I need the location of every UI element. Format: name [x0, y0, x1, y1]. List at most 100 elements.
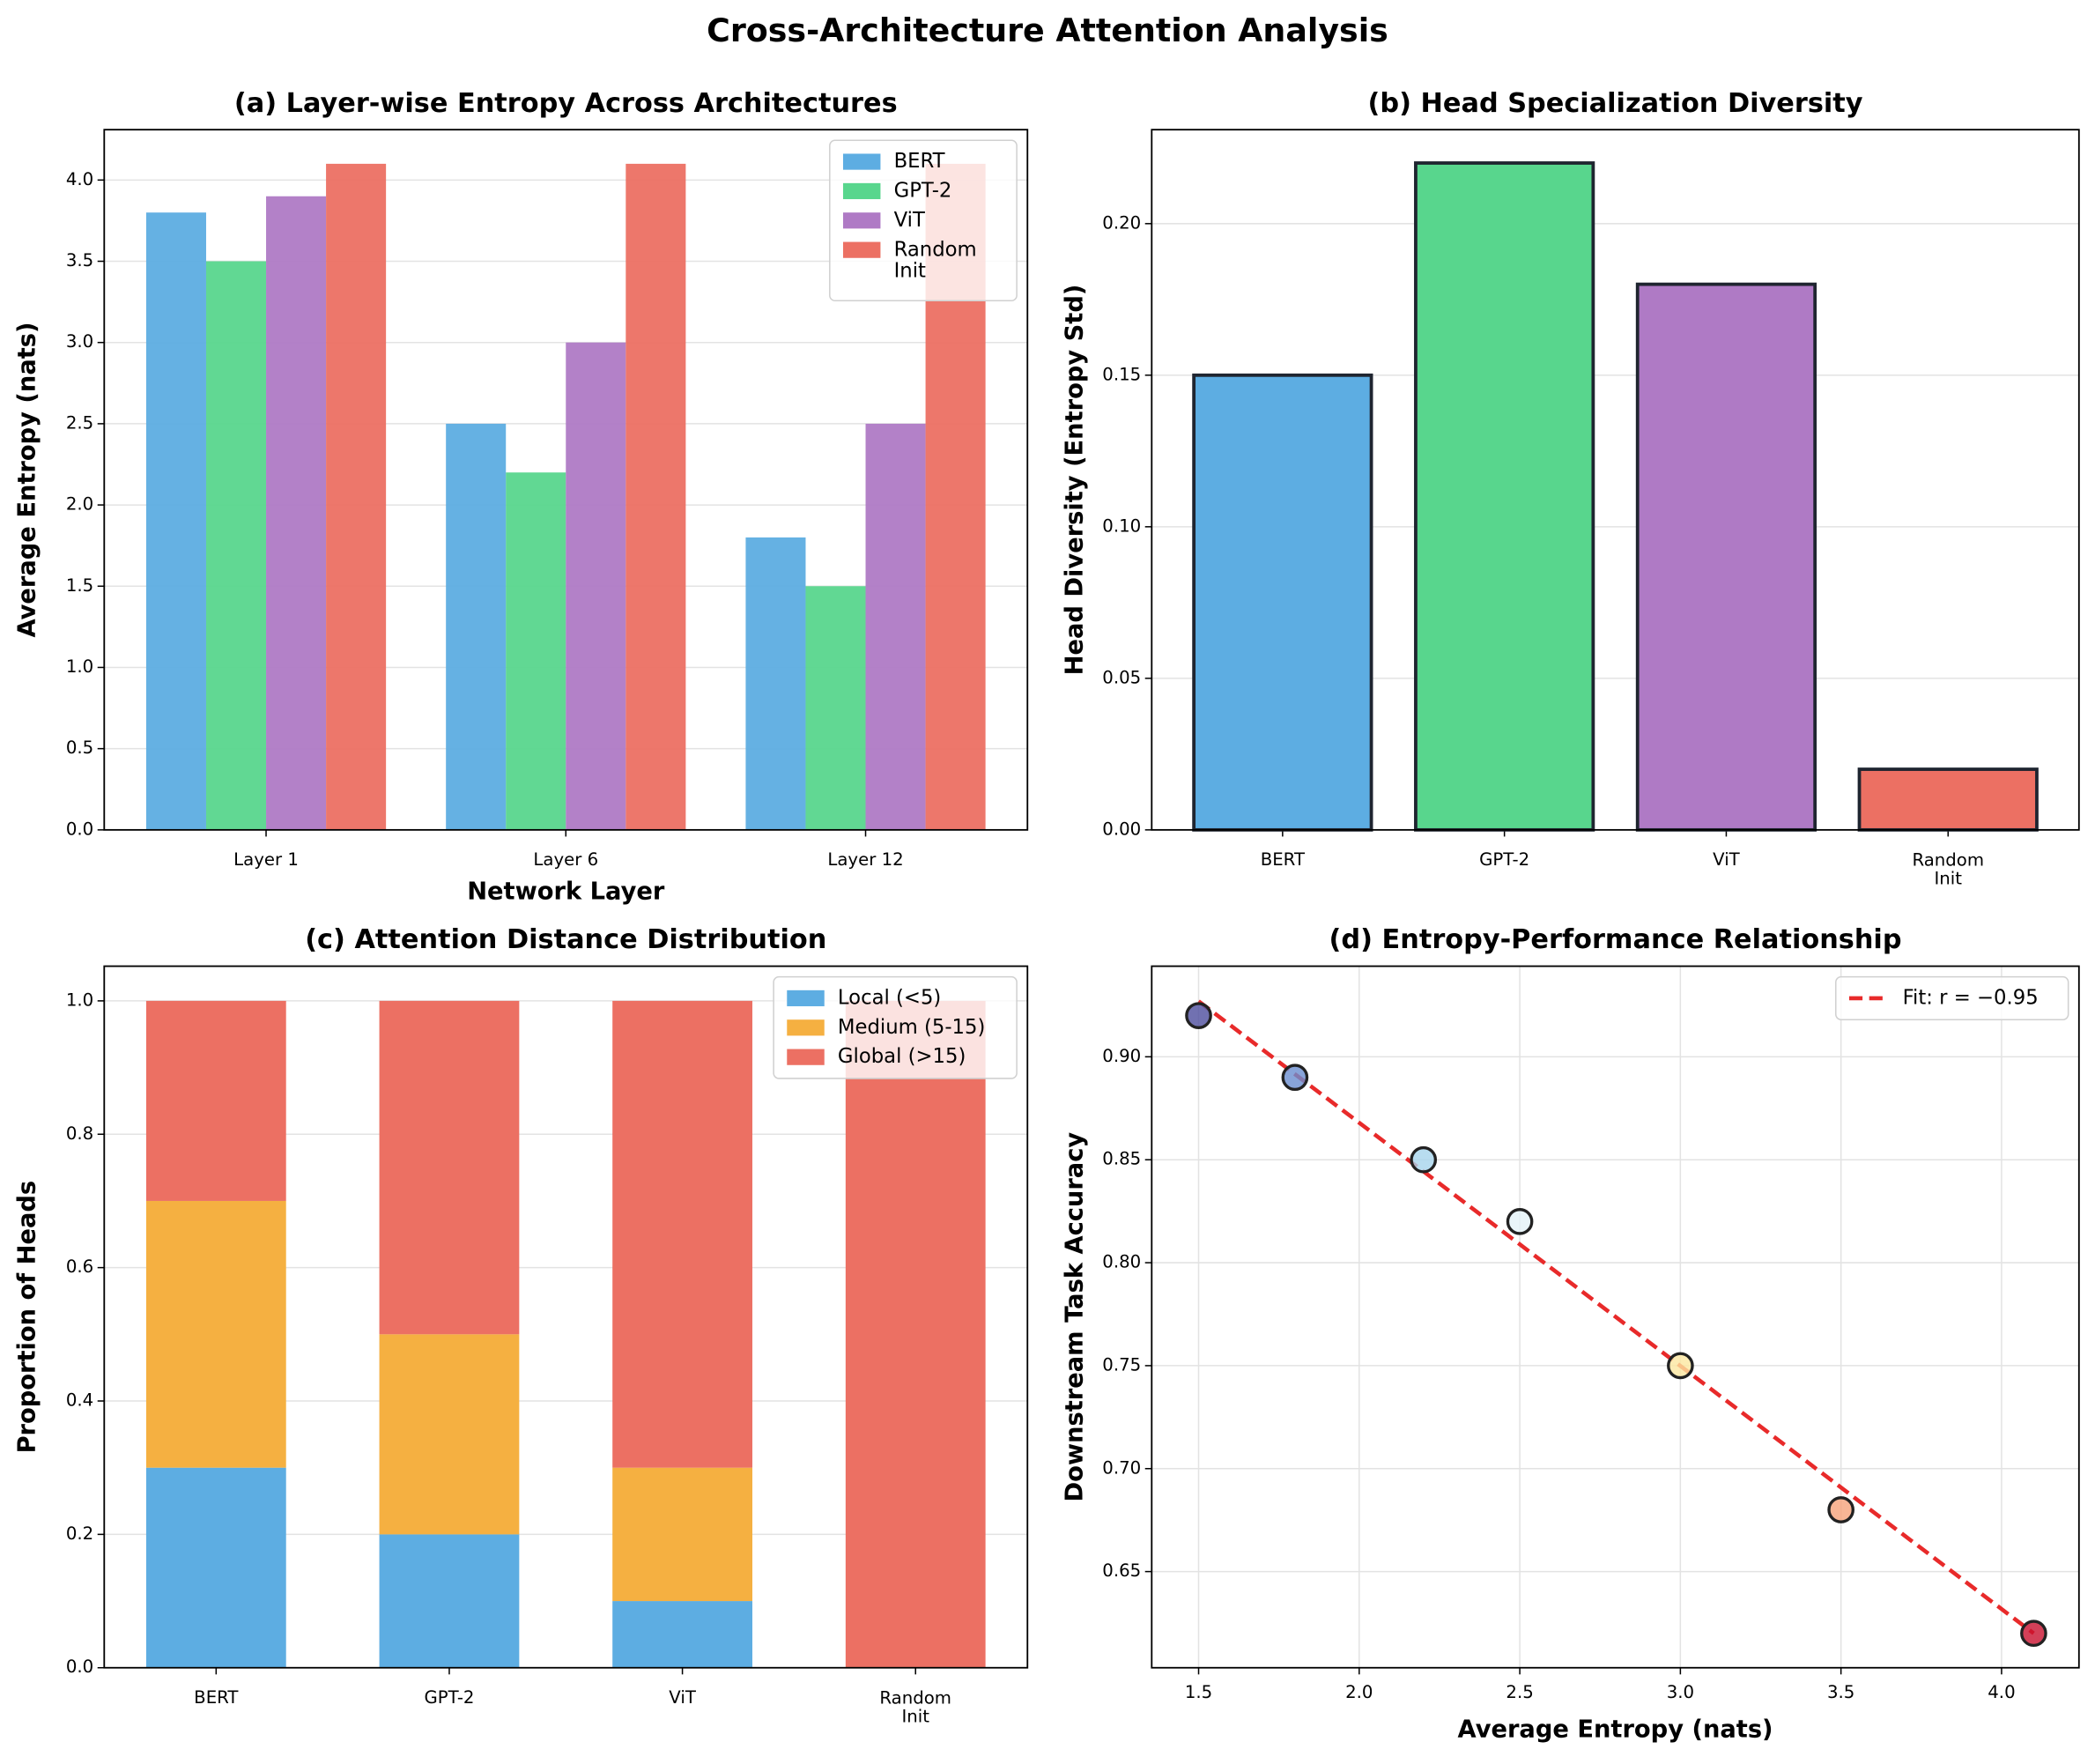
- y-tick-label: 0.00: [1102, 819, 1141, 839]
- y-tick-label: 0.6: [66, 1256, 93, 1277]
- point: [1827, 1496, 1854, 1523]
- y-tick-label: 0.80: [1102, 1252, 1141, 1272]
- bar: [266, 196, 327, 830]
- y-tick-label: 0.5: [66, 737, 93, 758]
- bar-segment: [612, 1000, 752, 1468]
- subplot-title: (a) Layer-wise Entropy Across Architectu…: [234, 88, 898, 119]
- subplot-title: (d) Entropy-Performance Relationship: [1329, 924, 1902, 955]
- subplot: 0.0 0.2 0.4 0.6 0.8 1.0 BERT GPT-2 ViT Random Init…: [13, 924, 1029, 1726]
- y-tick-label: 2.0: [66, 494, 93, 515]
- x-tick-label: Layer 6: [533, 849, 598, 870]
- x-tick-label: 3.5: [1827, 1682, 1854, 1702]
- axes-frame: [103, 965, 1029, 1669]
- text-line: Random: [1912, 849, 1984, 870]
- y-tick-label: 0.0: [66, 819, 93, 839]
- y-tick-label: 0.2: [66, 1523, 93, 1544]
- x-tick-label: ViT: [1713, 849, 1741, 870]
- bar: [805, 586, 866, 830]
- text-line: Random: [879, 1687, 951, 1708]
- legend-box: [773, 975, 1018, 1079]
- legend: Fit: r = −0.95: [1835, 975, 2069, 1020]
- x-tick-label: Random Init: [1912, 849, 1984, 888]
- legend-swatch: [842, 212, 881, 229]
- y-tick-label: 1.5: [66, 575, 93, 596]
- y-tick-label: 3.5: [66, 250, 93, 271]
- axes-frame: [1151, 129, 2080, 831]
- x-tick-label: 2.0: [1345, 1682, 1373, 1702]
- point: [2020, 1619, 2047, 1648]
- x-axis-label: Network Layer: [467, 878, 665, 906]
- legend-swatch: [787, 989, 825, 1007]
- legend-box: [829, 139, 1018, 302]
- subplot-title: (c) Attention Distance Distribution: [305, 924, 826, 955]
- legend-label: Random Init: [894, 238, 977, 282]
- axes-frame: [103, 129, 1029, 831]
- legend-box: [1835, 975, 2069, 1020]
- bar: [1635, 282, 1817, 832]
- legend-swatch: [787, 1019, 825, 1036]
- point: [1506, 1208, 1534, 1235]
- bar: [1414, 161, 1595, 832]
- legend-label: Fit: r = −0.95: [1903, 986, 2039, 1009]
- y-tick-label: 4.0: [66, 169, 93, 189]
- x-tick-label: Layer 1: [233, 849, 299, 870]
- legend-swatch: [842, 182, 881, 200]
- x-tick-label: GPT-2: [424, 1687, 474, 1708]
- y-tick-label: 3.0: [66, 331, 93, 352]
- bar: [745, 537, 806, 830]
- y-axis-label: Proportion of Heads: [13, 1181, 41, 1454]
- bar-segment: [612, 1467, 752, 1602]
- bar: [145, 212, 206, 830]
- axes-frame: [1151, 965, 2080, 1669]
- legend-swatch: [787, 1049, 825, 1065]
- x-tick-label: GPT-2: [1479, 849, 1529, 870]
- legend-label: Local (<5): [838, 986, 941, 1009]
- x-tick-label: Layer 12: [827, 849, 903, 870]
- subplot-title: (b) Head Specialization Diversity: [1368, 88, 1863, 119]
- bar-segment: [145, 1000, 286, 1201]
- legend: Local (<5) Medium (5-15) Global (>15): [773, 975, 1018, 1079]
- text-line: Init: [894, 259, 926, 282]
- y-tick-label: 1.0: [66, 989, 93, 1010]
- bar: [205, 261, 267, 830]
- x-tick-label: BERT: [194, 1687, 239, 1708]
- bar: [506, 472, 566, 830]
- x-tick-label: 1.5: [1185, 1682, 1212, 1702]
- bar-segment: [145, 1467, 286, 1668]
- x-tick-label: Random Init: [879, 1687, 951, 1726]
- bar-segment: [379, 1334, 520, 1535]
- bar: [566, 342, 626, 830]
- text-line: Random: [894, 238, 977, 261]
- y-tick-label: 0.75: [1102, 1354, 1141, 1375]
- legend-label: Global (>15): [838, 1045, 966, 1068]
- figure-title: Cross-Architecture Attention Analysis: [707, 11, 1388, 49]
- y-tick-label: 0.20: [1102, 212, 1141, 233]
- y-tick-label: 0.65: [1102, 1560, 1141, 1581]
- y-tick-label: 0.4: [66, 1390, 93, 1411]
- legend-label: BERT: [894, 150, 945, 173]
- legend-label: ViT: [894, 209, 925, 232]
- y-tick-label: 0.85: [1102, 1149, 1141, 1169]
- x-axis-label: Average Entropy (nats): [1458, 1716, 1773, 1744]
- y-tick-label: 0.70: [1102, 1457, 1141, 1478]
- y-tick-label: 0.15: [1102, 364, 1141, 384]
- bar: [865, 423, 926, 830]
- y-axis-label: Downstream Task Accuracy: [1061, 1132, 1088, 1502]
- point: [1410, 1145, 1438, 1174]
- bar: [1857, 767, 2039, 832]
- point: [1281, 1064, 1309, 1092]
- x-tick-label: 4.0: [1988, 1682, 2015, 1702]
- point: [1185, 1002, 1212, 1029]
- y-tick-label: 2.5: [66, 412, 93, 433]
- bar-segment: [612, 1601, 752, 1668]
- legend-label: GPT-2: [894, 179, 952, 202]
- legend-swatch: [842, 153, 881, 170]
- bar-segment: [379, 1000, 520, 1335]
- text-line: Init: [1934, 868, 1962, 888]
- bar: [626, 163, 686, 830]
- y-tick-label: 0.05: [1102, 667, 1141, 687]
- bar: [326, 163, 387, 830]
- y-axis-label: Average Entropy (nats): [13, 322, 41, 638]
- x-tick-label: 2.5: [1506, 1682, 1533, 1702]
